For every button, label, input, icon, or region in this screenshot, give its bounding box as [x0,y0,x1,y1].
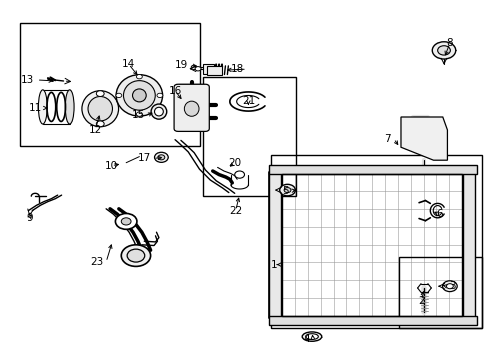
Circle shape [96,91,104,96]
Circle shape [121,218,131,225]
Text: 8: 8 [446,38,452,48]
Ellipse shape [151,104,166,119]
Bar [398,257,481,328]
Bar [282,174,461,316]
Bar [462,172,474,318]
Circle shape [437,46,449,55]
Text: 23: 23 [90,257,103,267]
Text: 15: 15 [131,110,144,120]
Text: 9: 9 [26,213,33,223]
Text: 16: 16 [168,86,182,96]
Text: 7: 7 [384,134,390,144]
Circle shape [191,65,197,69]
Circle shape [158,155,164,160]
FancyBboxPatch shape [174,84,209,131]
Bar [206,66,221,75]
Text: 5: 5 [281,186,288,196]
Text: 12: 12 [88,125,102,135]
Circle shape [234,171,244,178]
Bar [203,77,295,196]
Bar [268,172,281,318]
Ellipse shape [305,334,318,339]
Ellipse shape [116,75,162,116]
Circle shape [121,245,150,266]
Text: 21: 21 [241,96,255,106]
Text: 2: 2 [417,296,424,306]
Text: 13: 13 [21,75,34,85]
Circle shape [136,112,142,116]
Circle shape [284,188,290,193]
Bar [268,316,476,325]
Text: 20: 20 [228,158,241,168]
Bar [20,23,200,146]
Text: 1: 1 [270,260,277,270]
Text: 11: 11 [28,103,41,113]
Bar [271,155,481,328]
Circle shape [195,67,201,71]
Ellipse shape [184,101,199,116]
Ellipse shape [81,91,118,127]
Circle shape [116,93,122,98]
Circle shape [157,93,163,98]
Circle shape [96,121,104,127]
Ellipse shape [132,89,146,102]
Circle shape [136,75,142,79]
Circle shape [446,284,452,289]
Polygon shape [400,117,447,160]
Ellipse shape [123,81,155,110]
Circle shape [279,184,295,196]
Text: 10: 10 [105,161,118,171]
Text: 17: 17 [137,153,150,163]
Bar [268,165,476,174]
Text: 6: 6 [435,209,442,219]
Text: 22: 22 [228,206,242,216]
Text: 3: 3 [448,281,455,291]
Ellipse shape [39,90,47,124]
Text: 18: 18 [231,64,244,74]
Ellipse shape [154,107,163,116]
Text: 19: 19 [175,60,188,70]
Circle shape [127,249,144,262]
Text: 4: 4 [303,334,310,344]
Ellipse shape [65,90,74,124]
Circle shape [431,42,455,59]
Circle shape [115,213,137,229]
Circle shape [154,152,168,162]
Ellipse shape [88,96,112,121]
Ellipse shape [302,332,321,341]
Bar [203,64,213,74]
Circle shape [442,281,456,292]
Text: 14: 14 [122,59,135,69]
